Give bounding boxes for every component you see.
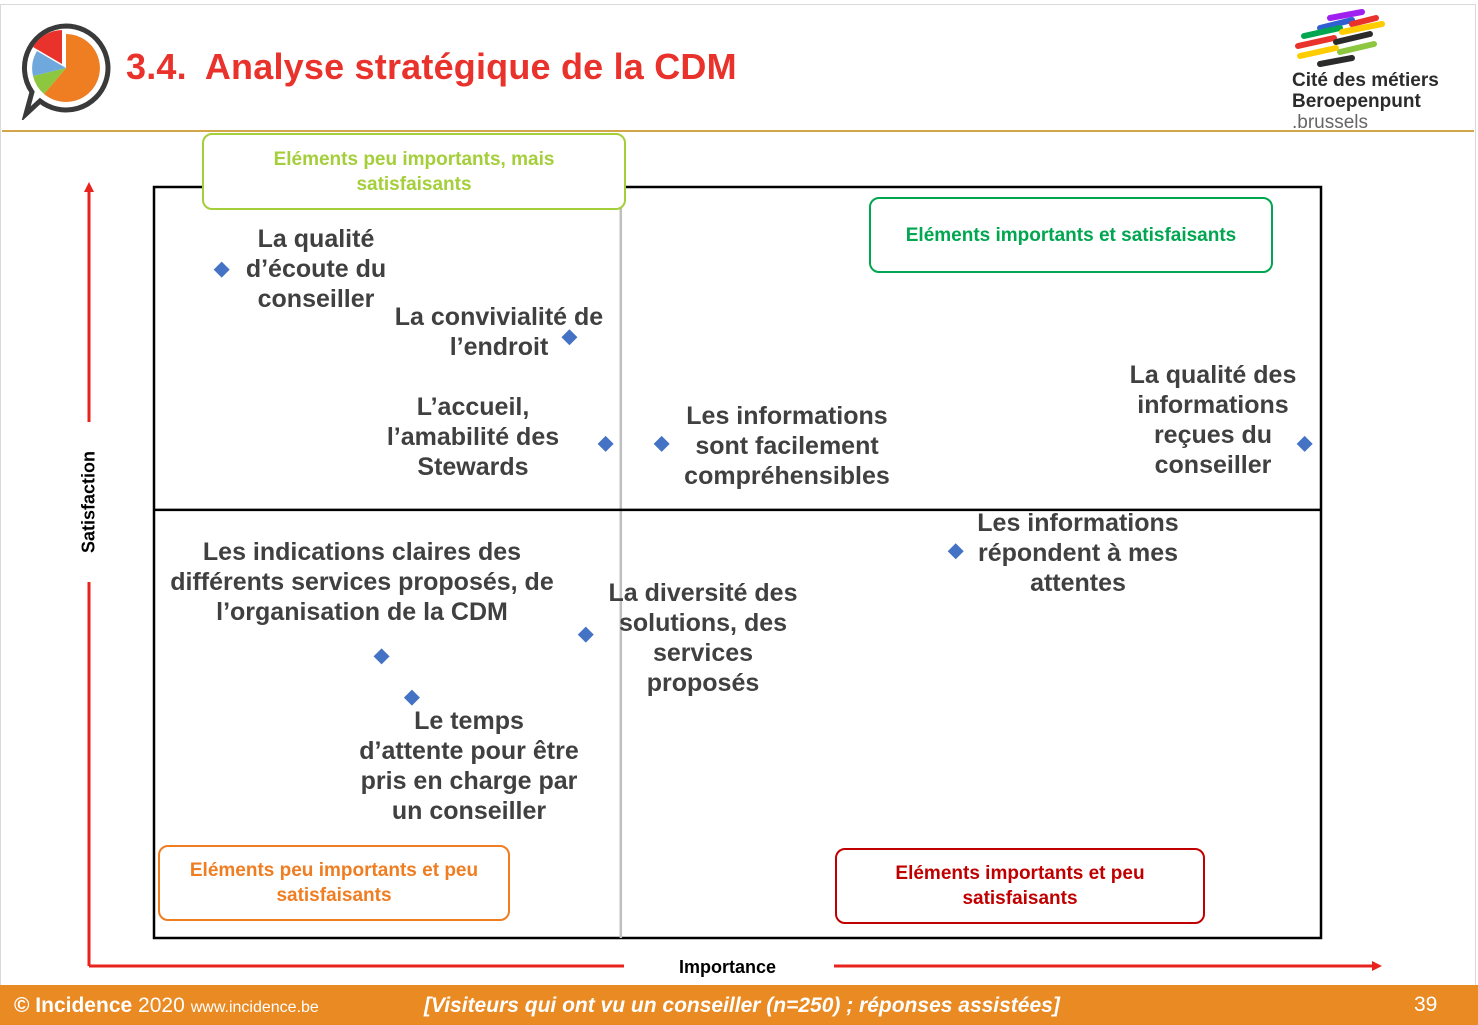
point-marker-7 xyxy=(577,626,594,643)
point-label: L’accueil, l’amabilité des Stewards xyxy=(386,393,560,481)
point-label: La diversité des solutions, des services… xyxy=(608,579,798,697)
incidence-logo-icon xyxy=(21,23,111,120)
logo-line-2: Beroepenpunt xyxy=(1292,91,1421,112)
x-axis-title: Importance xyxy=(679,957,777,977)
logo-line-3: .brussels xyxy=(1292,112,1369,133)
point-marker-3 xyxy=(653,435,670,452)
chart-canvas xyxy=(84,182,1382,971)
copyright-text: © Incidence xyxy=(14,994,133,1017)
quadrant-label-top-left: Eléments peu importants, mais satisfaisa… xyxy=(202,133,626,210)
point-label: La qualité des informations reçues du co… xyxy=(1129,361,1297,479)
point-label: Les indications claires des différents s… xyxy=(170,538,554,626)
copyright-year: 2020 xyxy=(138,994,185,1017)
point-marker-6 xyxy=(373,648,390,665)
footer-note: [Visiteurs qui ont vu un conseiller (n=2… xyxy=(424,994,1060,1017)
quadrant-label-top-right: Eléments importants et satisfaisants xyxy=(869,197,1273,273)
footer-copyright: © Incidence 2020 www.incidence.be xyxy=(14,994,319,1018)
colored-stripes-icon xyxy=(1295,9,1385,67)
point-marker-0 xyxy=(213,261,230,278)
footer-bar: © Incidence 2020 www.incidence.be [Visite… xyxy=(0,985,1478,1025)
page-title: 3.4. Analyse stratégique de la CDM xyxy=(126,46,737,88)
point-marker-8 xyxy=(403,689,420,706)
footer-url-link[interactable]: www.incidence.be xyxy=(190,999,319,1016)
point-marker-4 xyxy=(1296,435,1313,452)
cite-des-metiers-logo: Cité des métiers Beroepenpunt .brussels xyxy=(1286,6,1466,133)
quadrant-label-bottom-right: Eléments importants et peu satisfaisants xyxy=(835,848,1205,924)
point-label: Les informations répondent à mes attente… xyxy=(977,509,1179,597)
point-label: Le temps d’attente pour être pris en cha… xyxy=(359,707,579,825)
title-number: 3.4. xyxy=(126,46,187,87)
point-marker-1 xyxy=(561,329,578,346)
point-label: La convivialité de l’endroit xyxy=(394,303,604,361)
quadrant-label-bottom-left: Eléments peu importants et peu satisfais… xyxy=(158,845,510,921)
logo-line-1: Cité des métiers xyxy=(1292,70,1439,91)
point-marker-2 xyxy=(597,435,614,452)
header-divider xyxy=(2,130,1474,132)
plot-frame xyxy=(152,185,1323,940)
point-label: Les informations sont facilement compréh… xyxy=(684,402,890,490)
point-label: La qualité d’écoute du conseiller xyxy=(245,225,387,313)
title-text: Analyse stratégique de la CDM xyxy=(204,46,737,87)
page-number: 39 xyxy=(1414,993,1438,1016)
y-axis-title: Satisfaction xyxy=(78,450,99,554)
point-marker-5 xyxy=(947,543,964,560)
